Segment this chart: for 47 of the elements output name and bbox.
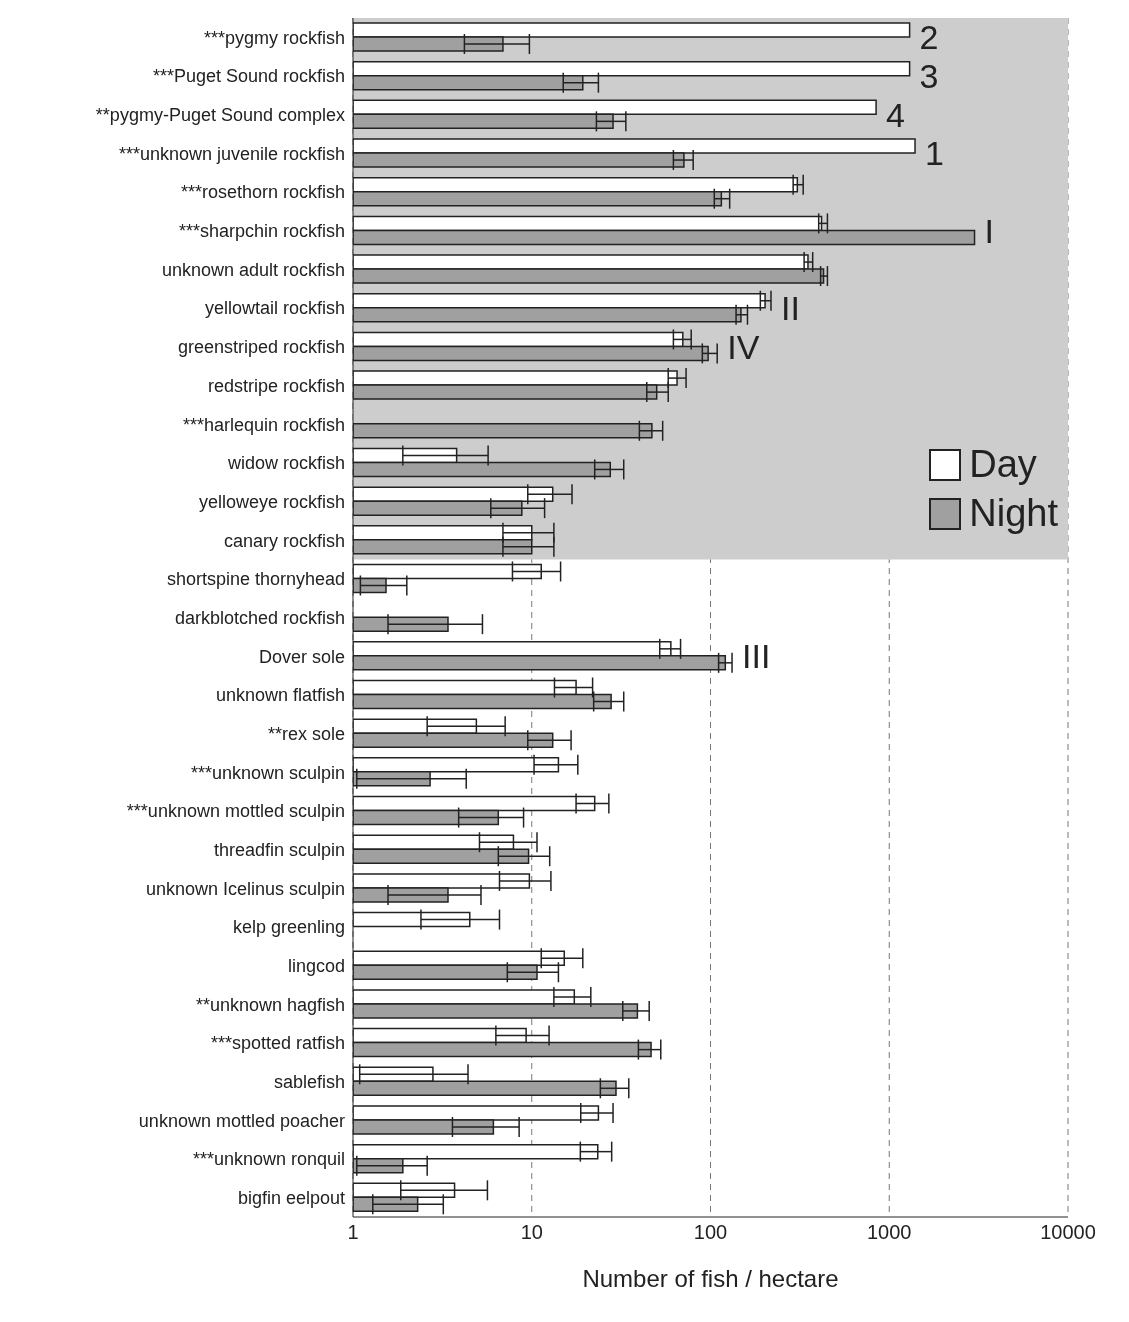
y-tick-label: canary rockfish: [223, 530, 345, 551]
y-tick-label: bigfin eelpout: [237, 1188, 345, 1209]
y-tick-label: sablefish: [273, 1072, 345, 1093]
y-tick-label: greenstriped rockfish: [177, 337, 345, 358]
annotation: IV: [727, 327, 760, 366]
x-tick-label: 1000: [867, 1221, 912, 1244]
annotation: 1: [925, 134, 944, 173]
annotation: II: [781, 289, 800, 328]
y-tick-label: ***unknown mottled sculpin: [126, 801, 345, 822]
annotation: 2: [919, 18, 939, 57]
y-tick-label: **pygmy-Puget Sound complex: [95, 105, 345, 126]
annotation: 4: [886, 95, 906, 134]
y-tick-label: yellowtail rockfish: [204, 298, 345, 319]
y-tick-label: shortspine thornyhead: [166, 569, 345, 590]
y-tick-label: Dover sole: [258, 646, 345, 667]
y-tick-label: threadfin sculpin: [213, 839, 345, 860]
y-tick-label: unknown flatfish: [215, 685, 345, 706]
y-tick-label: ***harlequin rockfish: [182, 414, 345, 435]
y-tick-label: ***spotted ratfish: [210, 1033, 345, 1054]
y-tick-label: ***unknown sculpin: [190, 762, 345, 783]
y-tick-label: **rex sole: [267, 723, 345, 744]
y-tick-label: ***unknown juvenile rockfish: [118, 143, 345, 164]
legend-label: Day: [969, 443, 1037, 487]
x-tick-label: 100: [693, 1221, 728, 1244]
y-tick-label: unknown Icelinus sculpin: [145, 878, 345, 899]
y-tick-label: ***rosethorn rockfish: [180, 182, 345, 203]
y-tick-label: yelloweye rockfish: [198, 491, 345, 512]
y-tick-label: ***pygmy rockfish: [203, 27, 345, 48]
y-tick-label: ***Puget Sound rockfish: [152, 66, 345, 87]
annotation: III: [742, 637, 771, 676]
annotation: 3: [919, 57, 939, 96]
legend-label: Night: [969, 492, 1058, 536]
y-tick-label: darkblotched rockfish: [174, 607, 345, 628]
y-tick-label: **unknown hagfish: [195, 994, 345, 1015]
y-tick-label: ***sharpchin rockfish: [178, 221, 345, 242]
y-tick-label: redstripe rockfish: [207, 375, 345, 396]
x-tick-label: 1: [347, 1221, 359, 1244]
x-axis-title: Number of fish / hectare: [582, 1265, 839, 1292]
x-tick-label: 10: [520, 1221, 543, 1244]
x-tick-label: 10000: [1040, 1221, 1096, 1244]
annotation: I: [984, 211, 994, 250]
y-tick-label: kelp greenling: [232, 917, 345, 938]
y-tick-label: unknown mottled poacher: [138, 1110, 345, 1131]
y-tick-label: ***unknown ronquil: [192, 1149, 345, 1170]
y-tick-label: lingcod: [287, 955, 345, 976]
y-tick-label: unknown adult rockfish: [161, 259, 345, 280]
y-tick-label: widow rockfish: [226, 453, 345, 474]
